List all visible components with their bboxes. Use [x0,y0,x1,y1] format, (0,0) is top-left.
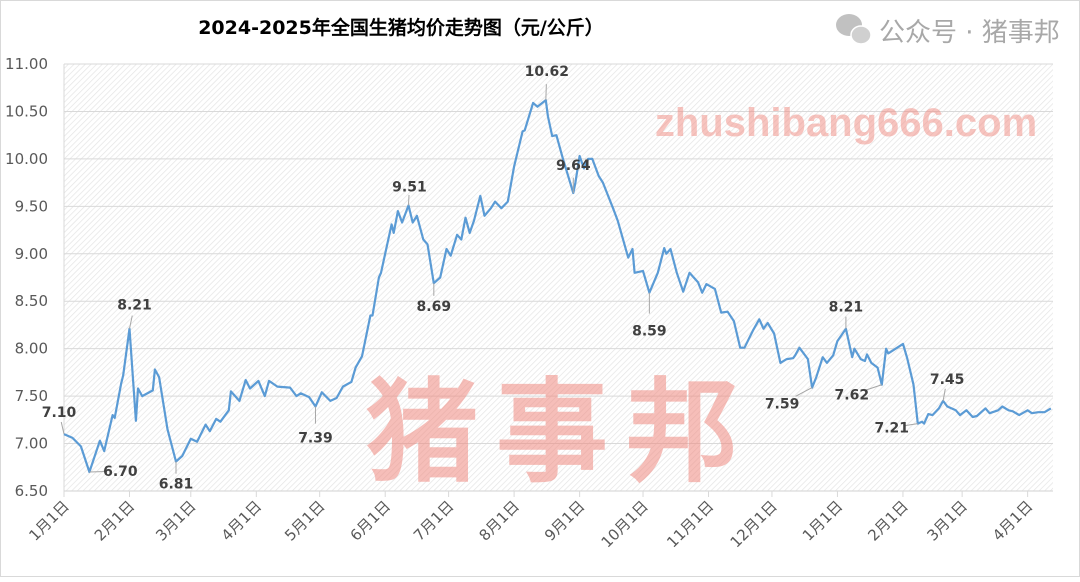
data-label-leader [865,384,882,391]
series-line [63,99,1052,474]
data-label: 10.62 [525,64,569,80]
data-label-leader [795,387,813,397]
data-label: 8.21 [117,298,152,314]
watermark: 猪事邦 zhushibang666.com [366,101,1037,498]
plot-area [64,64,1053,491]
data-label-leader [903,423,918,427]
data-label: 7.62 [835,388,870,404]
data-label-leader [89,470,107,473]
data-label: 9.51 [392,179,427,195]
y-tick-label: 8.50 [15,292,48,310]
data-label: 6.70 [103,464,138,480]
data-label: 8.69 [417,299,452,315]
data-label: 7.59 [765,397,800,413]
data-label-leader [60,421,65,435]
x-tick-label: 7月1日 [410,497,457,544]
x-tick-label: 5月1日 [281,497,328,544]
x-tick-label: 9月1日 [541,497,588,544]
data-label-leader [407,194,410,206]
y-tick-label: 9.00 [15,245,48,263]
data-labels: 7.10 6.70 8.21 6.81 7.39 9.51 8.69 10.62 9.64 8.5… [42,64,965,493]
y-axis: 6.50 7.00 7.50 8.00 8.50 9.00 9.50 10.00 10.50 11… [5,55,65,500]
y-tick-label: 10.00 [5,150,48,168]
wechat-account-label: 公众号 · 猪事邦 [879,18,1060,48]
data-label: 7.45 [930,372,965,388]
y-tick-label: 9.50 [15,197,48,215]
x-tick-label: 12月1日 [727,497,781,551]
chart-title: 2024-2025年全国生猪均价走势图（元/公斤） [198,16,604,39]
data-label-leader [942,388,946,401]
x-tick-label: 3月1日 [924,497,971,544]
data-label: 7.39 [298,431,333,447]
watermark-brand: 猪事邦 [366,368,756,498]
x-tick-label: 1月1日 [799,497,846,544]
watermark-site: zhushibang666.com [655,101,1037,145]
x-axis: 1月1日 2月1日 3月1日 4月1日 5月1日 6月1日 7月1日 8月1日 9月1日 10月1… [25,490,1053,551]
y-tick-label: 8.00 [15,340,48,358]
x-tick-label: 1月1日 [25,497,72,544]
data-label: 6.81 [159,477,194,493]
x-tick-label: 10月1日 [598,497,652,551]
wechat-watermark: 公众号 · 猪事邦 [836,14,1060,48]
y-tick-label: 11.00 [5,55,48,73]
data-label: 7.10 [42,405,77,421]
x-tick-label: 2月1日 [91,497,138,544]
data-label: 7.21 [874,421,909,437]
x-tick-label: 8月1日 [476,497,523,544]
x-tick-label: 3月1日 [152,497,199,544]
y-tick-label: 6.50 [15,482,48,500]
data-label-leader [545,84,547,101]
data-label-leader [129,315,133,329]
y-tick-label: 7.00 [15,435,48,453]
x-tick-label: 4月1日 [218,497,265,544]
x-tick-label: 4月1日 [989,497,1036,544]
x-tick-label: 11月1日 [663,497,717,551]
wechat-icon [836,14,872,45]
x-tick-label: 2月1日 [864,497,911,544]
data-label: 8.21 [829,300,864,316]
y-tick-label: 7.50 [15,387,48,405]
data-label: 9.64 [556,158,591,174]
data-label: 8.59 [632,324,667,340]
y-tick-label: 10.50 [5,102,48,120]
x-tick-label: 6月1日 [347,497,394,544]
gridlines [64,63,1053,445]
